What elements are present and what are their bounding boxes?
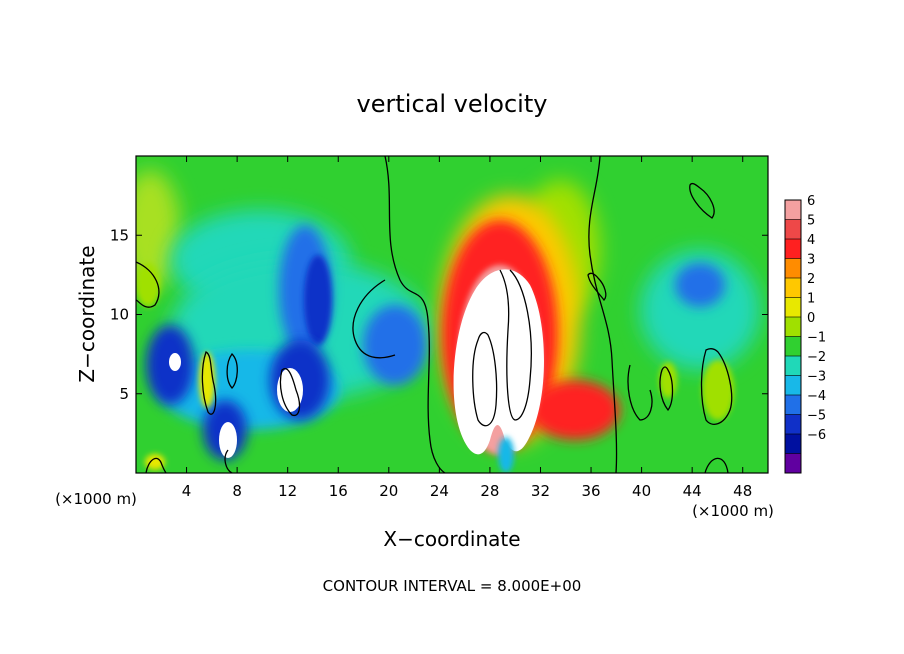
field-region <box>498 437 514 473</box>
zero-contour-line <box>704 457 729 473</box>
x-tick-label: 20 <box>379 482 398 500</box>
colorbar-swatch <box>785 395 801 415</box>
x-tick-label: 12 <box>278 482 297 500</box>
field-shading <box>136 170 760 473</box>
colorbar-swatch <box>785 414 801 435</box>
colorbar-swatch <box>785 434 801 454</box>
x-axis-label: X−coordinate <box>383 527 520 551</box>
field-region <box>659 362 677 398</box>
x-unit-left: (×1000 m) <box>55 490 137 508</box>
field-region <box>675 263 725 307</box>
x-tick-label: 16 <box>329 482 348 500</box>
colorbar-swatch <box>785 200 801 220</box>
zero-contour-line <box>224 449 233 473</box>
field-region <box>136 263 160 307</box>
x-tick-label: 8 <box>232 482 242 500</box>
colorbar-label: −6 <box>807 428 826 443</box>
colorbar-label: 2 <box>807 272 815 287</box>
chart-title: vertical velocity <box>357 90 548 118</box>
y-axis: 5 10 15 <box>110 226 768 403</box>
field-region <box>169 353 181 371</box>
colorbar-label: 5 <box>807 214 815 229</box>
colorbar-label: −5 <box>807 409 826 424</box>
colorbar-label: 6 <box>807 194 815 209</box>
colorbar-label: 3 <box>807 253 815 268</box>
contour-interval-note: CONTOUR INTERVAL = 8.000E+00 <box>323 577 582 595</box>
colorbar-swatch <box>785 239 801 259</box>
zero-contour-line <box>352 279 396 359</box>
colorbar-swatch <box>785 453 801 474</box>
colorbar-swatch <box>785 336 801 357</box>
zero-contour-line <box>472 331 498 427</box>
zero-contour-line <box>136 261 160 308</box>
colorbar-label: 1 <box>807 292 815 307</box>
zero-contour-line <box>384 156 446 473</box>
colorbar-swatch <box>785 297 801 318</box>
y-tick-label: 5 <box>119 385 129 403</box>
zero-contour-line <box>499 269 532 421</box>
zero-contour-line <box>659 366 674 412</box>
plot-area <box>136 156 768 473</box>
zero-contour-line <box>145 457 167 473</box>
zero-contour-line <box>627 364 653 421</box>
field-region <box>702 360 734 420</box>
zero-contour-line <box>279 368 301 417</box>
y-tick-label: 10 <box>110 306 129 324</box>
field-region <box>363 305 427 385</box>
field-region <box>136 170 180 290</box>
colorbar-label: −3 <box>807 370 826 385</box>
x-tick-label: 36 <box>581 482 600 500</box>
colorbar-swatch <box>785 278 801 298</box>
colorbar-label: −4 <box>807 389 826 404</box>
x-tick-label: 40 <box>632 482 651 500</box>
zero-contour-line <box>700 348 733 425</box>
x-unit-right: (×1000 m) <box>692 502 774 520</box>
colorbar-swatch <box>785 258 801 279</box>
colorbar-swatch <box>785 356 801 376</box>
y-axis-label: Z−coordinate <box>75 245 99 382</box>
zero-contour-line <box>226 353 238 389</box>
colorbar: 6 5 4 3 2 1 0 −1 −2 −3 −4 −5 −6 <box>784 194 826 474</box>
x-tick-label: 28 <box>480 482 499 500</box>
field-region <box>530 380 620 440</box>
colorbar-label: 0 <box>807 311 815 326</box>
colorbar-swatch <box>785 219 801 240</box>
x-tick-label: 32 <box>531 482 550 500</box>
x-tick-label: 44 <box>683 482 702 500</box>
colorbar-label: 4 <box>807 233 815 248</box>
x-tick-label: 48 <box>733 482 752 500</box>
contour-lines <box>136 156 733 473</box>
colorbar-label: −1 <box>807 331 826 346</box>
zero-contour-line <box>201 351 217 415</box>
colorbar-label: −2 <box>807 350 826 365</box>
field-region <box>304 255 332 345</box>
colorbar-swatch <box>785 375 801 396</box>
x-tick-label: 24 <box>430 482 449 500</box>
x-tick-label: 4 <box>182 482 192 500</box>
y-tick-label: 15 <box>110 226 129 244</box>
field-region <box>640 250 760 370</box>
zero-contour-line <box>588 156 618 473</box>
x-axis: 4 8 12 16 20 24 28 32 36 40 44 48 <box>182 156 752 500</box>
zero-contour-line <box>689 182 715 219</box>
zero-contour-line <box>587 272 607 301</box>
field-region <box>219 422 237 458</box>
colorbar-swatch <box>785 317 801 337</box>
field-region <box>145 454 165 470</box>
field-region <box>453 269 544 455</box>
